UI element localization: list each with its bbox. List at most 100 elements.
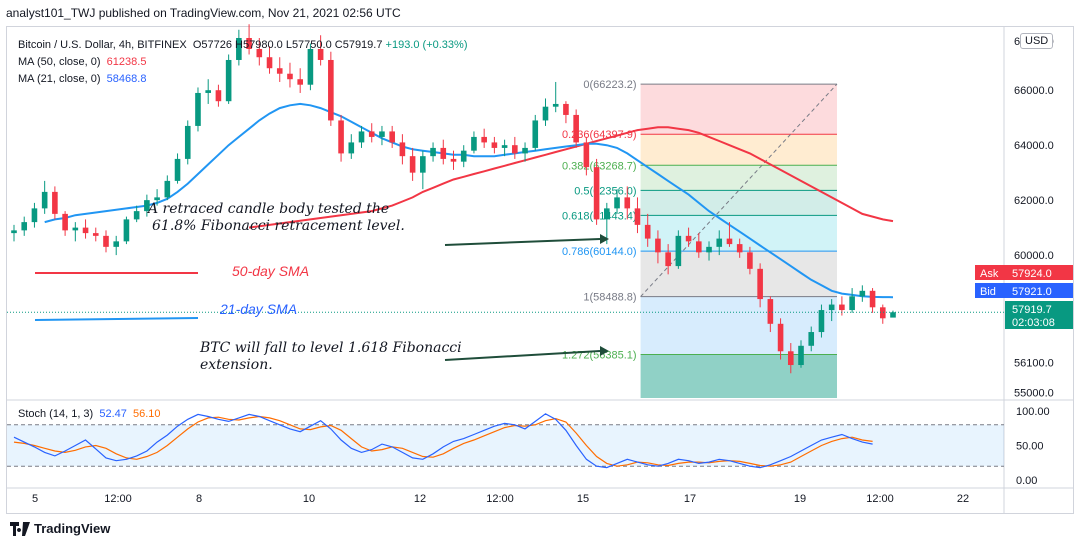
fib-label-0.236: 0.236(64397.9) [562, 129, 637, 141]
annotation-retrace-1: A retraced candle body tested the [148, 201, 390, 217]
sma21-sample-line [34, 317, 199, 321]
price-change: +193.0 (+0.33%) [385, 39, 468, 51]
stoch-tick-label: 50.00 [1016, 441, 1044, 453]
candle-body [287, 73, 293, 80]
annotation-retrace-2: 61.8% Fibonacci retracement level. [152, 218, 405, 234]
candle-body [542, 106, 549, 121]
candle-body [736, 244, 743, 253]
candle-body [389, 131, 395, 143]
stoch-tick-label: 0.00 [1016, 475, 1037, 487]
candle-body [593, 167, 600, 220]
ma50-label[interactable]: MA (50, close, 0) [18, 56, 101, 68]
candle-body [522, 147, 528, 154]
stoch-k-line [13, 413, 873, 469]
candle-body [450, 158, 457, 162]
publish-caption: analyst101_TWJ published on TradingView.… [6, 6, 401, 20]
candle-body [552, 103, 559, 107]
candle-body [481, 136, 487, 143]
candle-body [655, 238, 661, 253]
fib-zone-0.786 [640, 251, 837, 297]
annotation-fall-2: extension. [200, 357, 273, 373]
stoch-label[interactable]: Stoch (14, 1, 3) [18, 408, 94, 420]
fib-label-0: 0(66223.2) [583, 79, 636, 91]
candle-body [348, 142, 355, 154]
fib-label-0.382: 0.382(63268.7) [562, 160, 637, 172]
price-label-countdown: 02:03:08 [1012, 317, 1055, 329]
candle-body [11, 230, 17, 234]
candle-body [154, 197, 160, 201]
chart-legend: Bitcoin / U.S. Dollar, 4h, BITFINEX O577… [18, 37, 467, 88]
candle-body [195, 92, 201, 126]
candle-body [379, 131, 385, 137]
candle-body [215, 90, 222, 102]
candle-body [624, 197, 631, 209]
candle-body [52, 191, 58, 214]
candle-body [757, 268, 763, 300]
stoch-band [7, 424, 1004, 467]
candle-body [440, 147, 447, 159]
fib-zone-0 [640, 84, 837, 135]
brand-label: TradingView [34, 521, 111, 536]
time-tick-label: 12:00 [866, 493, 894, 505]
candle-body [808, 332, 815, 346]
fib-zone-extension [640, 354, 837, 398]
candle-body [849, 296, 855, 311]
chart-frame [6, 26, 1074, 514]
candle-body [399, 142, 406, 157]
candle-body [777, 323, 784, 352]
candle-body [236, 37, 242, 60]
candle-body [839, 304, 845, 311]
time-tick-label: 5 [32, 493, 38, 505]
candle-body [72, 227, 79, 231]
candle-body [716, 238, 723, 247]
candle-body [491, 142, 498, 148]
fib-zone-0.5 [640, 190, 837, 216]
candle-body [62, 213, 68, 231]
candle-body [828, 304, 835, 311]
symbol-label[interactable]: Bitcoin / U.S. Dollar, 4h, BITFINEX [18, 39, 187, 51]
candle-body [184, 125, 191, 159]
price-tick-label: 62000.0 [1014, 195, 1054, 207]
price-tick-label: 64000.0 [1014, 140, 1054, 152]
candle-body [420, 156, 426, 173]
annotation-sma21: 21-day SMA [220, 301, 298, 317]
fib-label-0.786: 0.786(60144.0) [562, 246, 637, 258]
candle-body [644, 224, 651, 239]
candle-body [276, 68, 283, 74]
candle-body [41, 191, 48, 209]
candle-body [767, 299, 774, 324]
currency-button[interactable]: USD [1020, 33, 1054, 49]
candle-body [675, 235, 682, 267]
candle-body [103, 235, 109, 247]
annotation-sma50: 50-day SMA [232, 263, 310, 279]
time-tick-label: 8 [196, 493, 202, 505]
time-tick-label: 12:00 [486, 493, 514, 505]
candle-body [787, 351, 794, 366]
candle-body [266, 57, 273, 69]
candle-body [297, 79, 303, 85]
time-tick-label: 12:00 [104, 493, 132, 505]
candle-body [82, 227, 89, 234]
candle-body [583, 142, 590, 168]
stoch-k-value: 52.47 [99, 408, 127, 420]
time-tick-label: 22 [957, 493, 969, 505]
candle-body [31, 208, 38, 223]
price-label-bg [975, 283, 1073, 298]
arrow-fall-head [600, 346, 609, 356]
price-label-bg [975, 265, 1073, 280]
candle-body [338, 120, 344, 154]
candle-body [747, 252, 753, 269]
candle-body [859, 290, 866, 297]
arrow-retrace [444, 238, 601, 246]
fib-trend-line [640, 83, 838, 297]
time-tick-label: 10 [303, 493, 315, 505]
price-label-value: 57921.0 [1012, 286, 1052, 298]
candle-body [133, 211, 140, 220]
price-label-last: 57919.702:03:08 [1005, 301, 1073, 329]
tradingview-brand[interactable]: TradingView [10, 521, 110, 536]
ma21-label[interactable]: MA (21, close, 0) [18, 73, 101, 85]
price-label-ask: Ask 57924.0 [975, 265, 1073, 280]
price-tick-label: 60000.0 [1014, 250, 1054, 262]
price-tick-label: 56100.0 [1014, 357, 1054, 369]
